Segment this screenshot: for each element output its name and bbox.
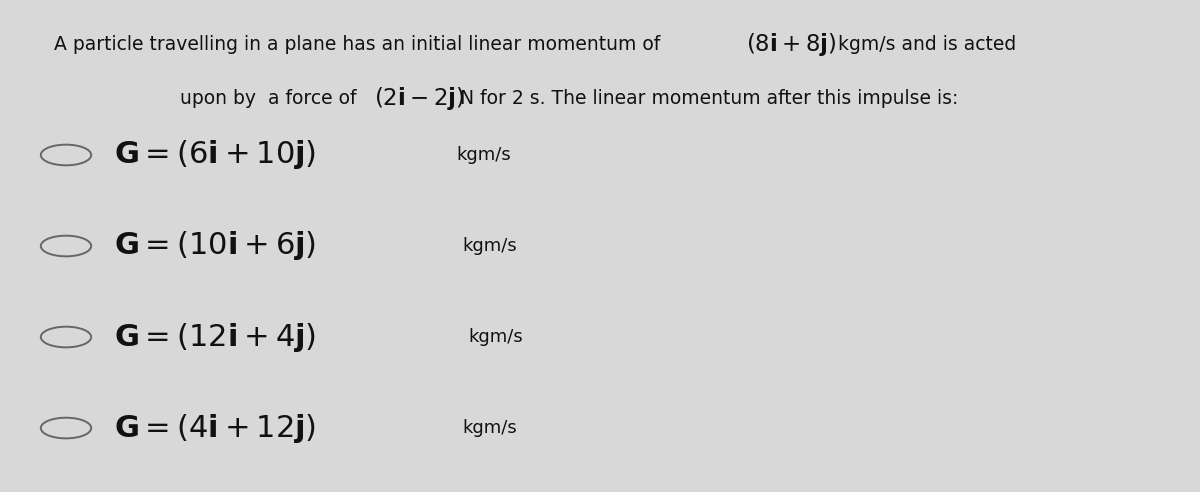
- Text: $(8\mathbf{i}+8\mathbf{j})$: $(8\mathbf{i}+8\mathbf{j})$: [746, 31, 838, 58]
- Text: N for 2 s. The linear momentum after this impulse is:: N for 2 s. The linear momentum after thi…: [454, 89, 958, 108]
- Text: $\mathbf{G} = (6\mathbf{i}+10\mathbf{j})$: $\mathbf{G} = (6\mathbf{i}+10\mathbf{j})…: [114, 138, 317, 172]
- Text: $\mathbf{G} = (12\mathbf{i}+4\mathbf{j})$: $\mathbf{G} = (12\mathbf{i}+4\mathbf{j})…: [114, 320, 317, 354]
- Text: $\mathbf{G} = (4\mathbf{i}+12\mathbf{j})$: $\mathbf{G} = (4\mathbf{i}+12\mathbf{j})…: [114, 411, 317, 445]
- Text: kgm/s: kgm/s: [456, 146, 511, 164]
- Text: $(2\mathbf{i}-2\mathbf{j})$: $(2\mathbf{i}-2\mathbf{j})$: [374, 85, 466, 112]
- Text: kgm/s and is acted: kgm/s and is acted: [832, 35, 1016, 54]
- Text: upon by  a force of: upon by a force of: [180, 89, 362, 108]
- Text: $\mathbf{G} = (10\mathbf{i}+6\mathbf{j})$: $\mathbf{G} = (10\mathbf{i}+6\mathbf{j})…: [114, 229, 317, 263]
- Text: kgm/s: kgm/s: [468, 328, 523, 346]
- Text: A particle travelling in a plane has an initial linear momentum of: A particle travelling in a plane has an …: [54, 35, 666, 54]
- Text: kgm/s: kgm/s: [462, 419, 517, 437]
- Text: kgm/s: kgm/s: [462, 237, 517, 255]
